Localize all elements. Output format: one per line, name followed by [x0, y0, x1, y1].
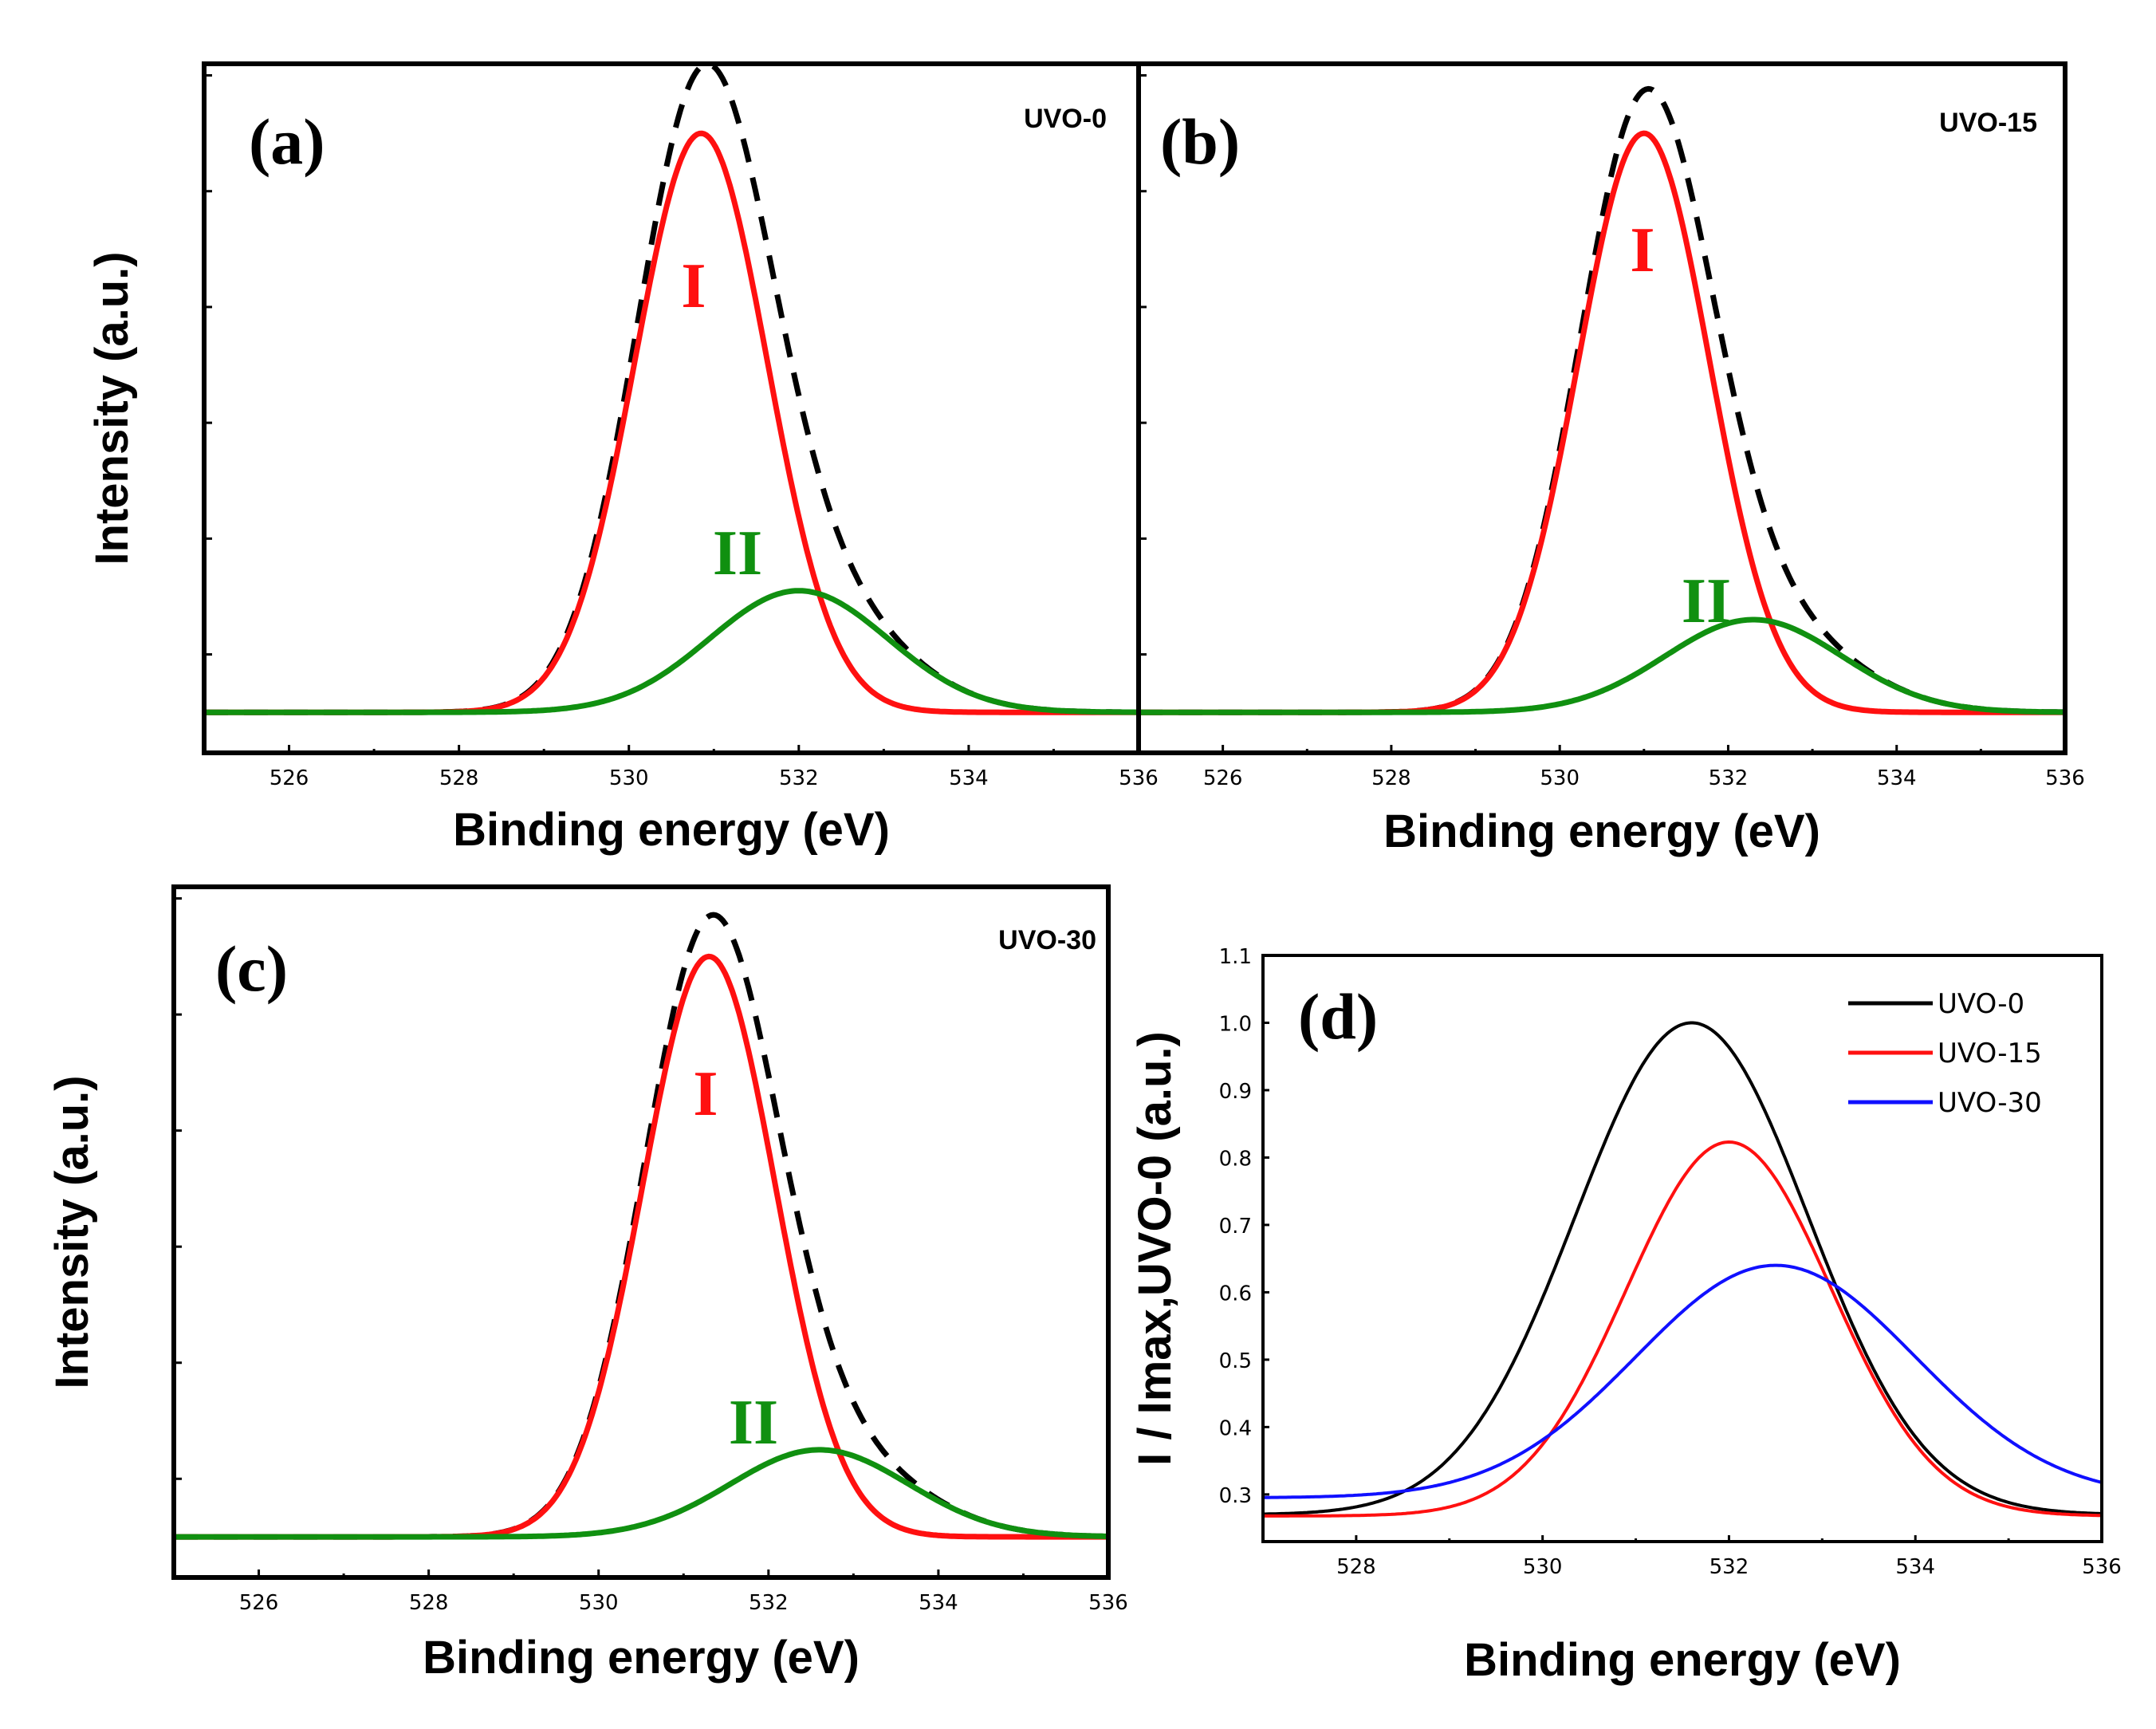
panel-d: 528 530 532 534 536 0.3 0.4 0.5 0.6 0.7 0.8 0.9 1.0 1… — [1129, 945, 2122, 1686]
x-axis-title: Binding energy (eV) — [1383, 805, 1820, 857]
x-tick-label: 536 — [2082, 1555, 2122, 1579]
y-tick-label: 1.0 — [1219, 1012, 1252, 1036]
x-axis-title: Binding energy (eV) — [1464, 1634, 1901, 1686]
curves — [1263, 1021, 2102, 1518]
panel-label: (c) — [215, 932, 288, 1005]
x-tick-label: 528 — [1336, 1555, 1376, 1579]
x-tick-label: 530 — [1523, 1555, 1563, 1579]
x-tick-label: 528 — [409, 1591, 449, 1615]
x-tick-label: 536 — [1088, 1591, 1128, 1615]
panel-label: (d) — [1298, 980, 1378, 1053]
series-uvo-30-line — [1263, 1263, 2102, 1499]
peak-1-label: I — [693, 1059, 718, 1129]
peak-2-label: II — [1682, 566, 1731, 636]
x-axis-title: Binding energy (eV) — [453, 804, 890, 856]
series-uvo-15-line — [1263, 1140, 2102, 1518]
panel-label: (b) — [1160, 105, 1240, 178]
x-tick-label: 528 — [1371, 766, 1411, 790]
peak-1-label: I — [681, 251, 706, 321]
x-tick-label: 530 — [579, 1591, 619, 1615]
x-tick-label: 526 — [1203, 766, 1243, 790]
y-tick-label: 0.3 — [1219, 1484, 1252, 1508]
series-envelope-line — [1139, 85, 2065, 715]
panel-a: 526 528 530 532 534 536 Binding energy (eV) Int… — [86, 61, 1159, 856]
y-axis-title: Intensity (a.u.) — [86, 251, 138, 565]
panel-b: 526 528 530 532 534 536 Binding energy (eV) (b)… — [1136, 61, 2085, 857]
y-axis-title: Intensity (a.u.) — [46, 1075, 98, 1388]
sample-label: UVO-15 — [1939, 108, 2037, 138]
series-peak-ii-line — [174, 1447, 1108, 1540]
curves — [174, 912, 1108, 1540]
legend-entry-label: UVO-0 — [1938, 988, 2024, 1020]
series-peak-i-line — [204, 130, 1139, 715]
plot-frame — [1261, 954, 2103, 1543]
x-tick-label: 534 — [949, 766, 989, 790]
series-peak-ii-line — [1139, 616, 2065, 715]
series-peak-i-line — [174, 953, 1108, 1540]
peak-2-label: II — [713, 518, 762, 589]
sample-label: UVO-0 — [1024, 104, 1107, 134]
x-tick-label: 532 — [749, 1591, 789, 1615]
x-tick-label: 534 — [1895, 1555, 1935, 1579]
x-tick-label: 532 — [779, 766, 819, 790]
x-tick-label: 530 — [609, 766, 649, 790]
y-tick-label: 0.6 — [1219, 1282, 1252, 1306]
x-tick-label: 536 — [2045, 766, 2085, 790]
series-envelope-line — [174, 912, 1108, 1540]
legend: UVO-0 UVO-15 UVO-30 — [1848, 988, 2042, 1119]
y-tick-label: 0.8 — [1219, 1147, 1252, 1171]
x-tick-label: 528 — [439, 766, 479, 790]
curves — [204, 64, 1139, 715]
x-tick-label: 532 — [1709, 1555, 1749, 1579]
peak-2-label: II — [729, 1388, 778, 1458]
plot-frame — [202, 61, 1141, 755]
series-peak-i-line — [1139, 130, 2065, 715]
y-tick-label: 0.5 — [1219, 1349, 1252, 1373]
peak-1-label: I — [1630, 215, 1654, 286]
legend-entry-label: UVO-15 — [1938, 1038, 2042, 1069]
y-axis-title: I / Imax,UVO-0 (a.u.) — [1129, 1031, 1181, 1466]
series-peak-ii-line — [204, 588, 1139, 715]
panel-c: 526 528 530 532 534 536 Binding energy (eV) Int… — [46, 884, 1128, 1684]
x-tick-label: 526 — [239, 1591, 279, 1615]
curves — [1139, 85, 2065, 715]
series-envelope-line — [204, 64, 1139, 715]
plot-frame — [1136, 61, 2067, 755]
x-tick-label: 534 — [919, 1591, 958, 1615]
x-axis-title: Binding energy (eV) — [423, 1632, 860, 1684]
x-tick-label: 526 — [270, 766, 309, 790]
y-tick-label: 0.7 — [1219, 1215, 1252, 1239]
sample-label: UVO-30 — [998, 925, 1096, 955]
x-tick-label: 536 — [1119, 766, 1159, 790]
x-tick-label: 532 — [1709, 766, 1749, 790]
y-tick-label: 0.4 — [1219, 1416, 1252, 1440]
x-tick-label: 534 — [1877, 766, 1917, 790]
legend-entry-label: UVO-30 — [1938, 1087, 2042, 1119]
y-tick-label: 0.9 — [1219, 1080, 1252, 1104]
panel-label: (a) — [249, 105, 325, 178]
plot-frame — [171, 884, 1111, 1580]
y-tick-label: 1.1 — [1219, 945, 1252, 969]
x-tick-label: 530 — [1540, 766, 1580, 790]
